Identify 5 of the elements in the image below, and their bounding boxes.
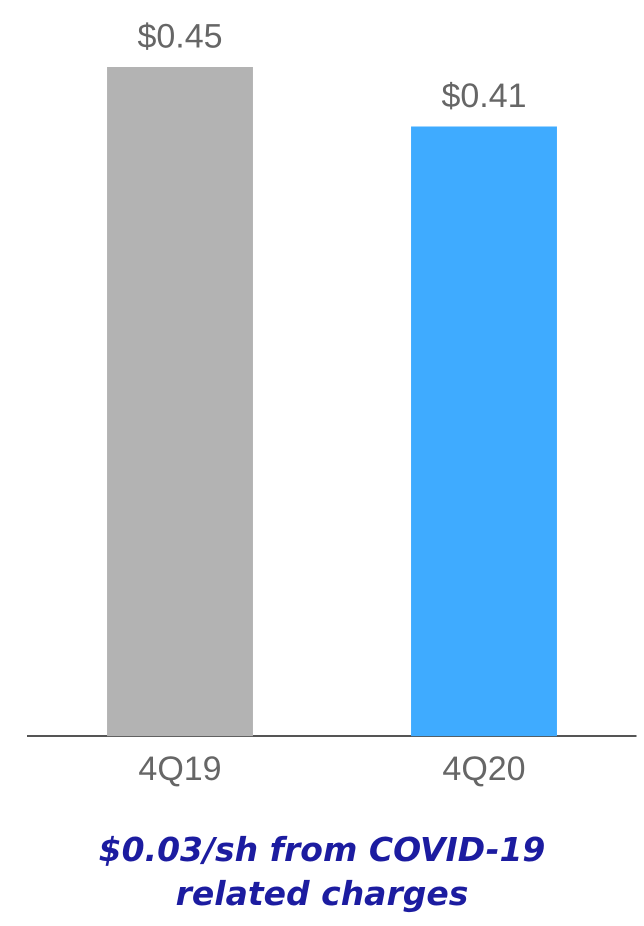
data-label: $0.41 [441,76,527,115]
x-tick-label: 4Q19 [138,750,222,788]
x-tick-label: 4Q20 [442,750,526,788]
data-label: $0.45 [137,17,223,56]
text: $0.03/sh from COVID-19 related charges [98,829,546,915]
